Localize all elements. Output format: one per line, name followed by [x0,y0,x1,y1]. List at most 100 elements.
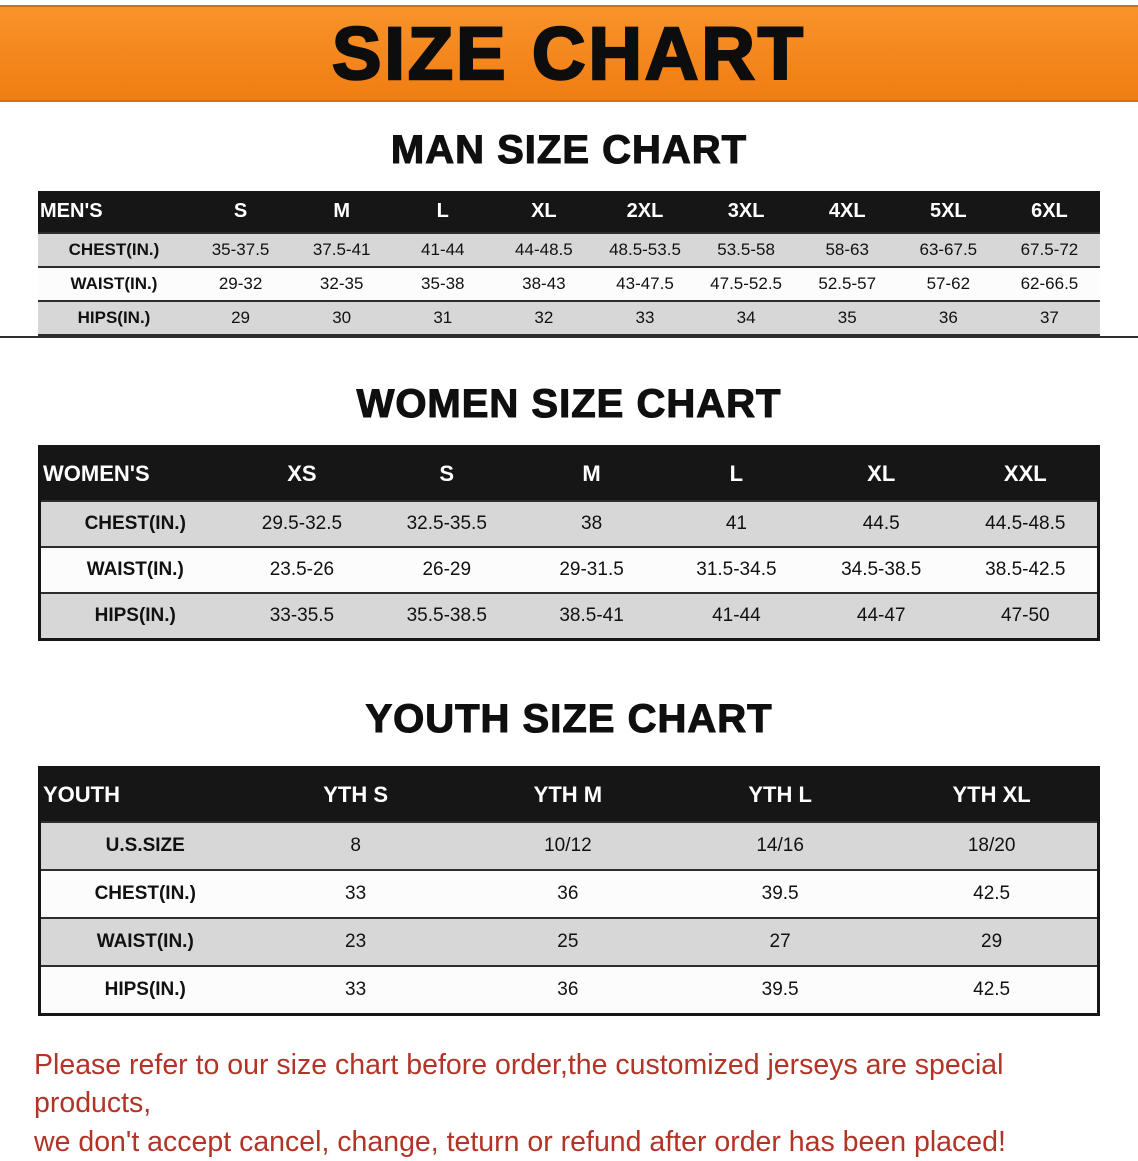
measurement-value: 53.5-58 [717,240,775,259]
measurement-value: 33 [345,883,367,904]
measurement-label: HIPS(IN.) [94,605,176,626]
measurement-value: 44-48.5 [515,240,573,259]
measurement-row: HIPS(IN.) 33 36 39.5 42.5 [39,966,1099,1015]
size-column-header: YTH S [249,767,462,822]
measurement-value: 39.5 [761,883,799,904]
measurement-label: CHEST(IN.) [68,240,160,259]
size-column-header: M [291,191,393,233]
measurement-label: HIPS(IN.) [77,308,151,327]
measurement-row: CHEST(IN.) 35-37.5 37.5-41 41-44 44-48.5 48.5… [38,233,1100,267]
measurement-row: HIPS(IN.) 33-35.5 35.5-38.5 38.5-41 41-44 44-… [39,593,1099,640]
measurement-value: 29.5-32.5 [261,513,343,534]
measurement-value: 33-35.5 [269,605,335,626]
measurement-value: 37.5-41 [312,240,371,259]
measurement-value: 10/12 [544,835,592,856]
measurement-value: 36 [938,308,958,327]
measurement-label: CHEST(IN.) [84,513,186,534]
measurement-value: 36 [557,883,579,904]
size-column-header: XL [808,446,954,501]
measurement-value: 41-44 [421,240,465,259]
measurement-value: 41-44 [712,605,761,626]
men-size-section: MAN SIZE CHART MEN'S S M L XL 2XL 3XL 4XL 5XL 6XL… [0,127,1138,338]
measurement-value: 37 [1039,308,1059,327]
measurement-value: 36 [557,979,579,1000]
measurement-value: 35 [837,308,857,327]
measurement-label: CHEST(IN.) [94,883,196,904]
notice-line-1: Please refer to our size chart before or… [34,1049,1004,1120]
size-column-header: 3XL [695,191,797,233]
women-size-section: WOMEN SIZE CHART WOMEN'S XS S M L XL XXL CHEST(… [0,381,1138,641]
measurement-value: 29 [231,308,251,327]
size-column-header: L [663,446,809,501]
measurement-row: CHEST(IN.) 33 36 39.5 42.5 [39,870,1099,918]
notice-line-2: we don't accept cancel, change, teturn o… [34,1125,1006,1158]
measurement-value: 42.5 [973,883,1011,904]
measurement-value: 32-35 [319,274,364,293]
measurement-value: 35.5-38.5 [406,605,487,626]
measurement-value: 8 [350,835,361,856]
measurement-row: CHEST(IN.) 29.5-32.5 32.5-35.5 38 41 44.5 44.5… [39,501,1099,547]
measurement-value: 38-43 [522,274,566,293]
top-banner: SIZE CHART [0,5,1138,102]
measurement-label: WAIST(IN.) [70,274,158,293]
measurement-value: 42.5 [973,979,1011,1000]
measurement-row: HIPS(IN.) 29 30 31 32 33 34 35 36 37 [38,301,1100,335]
measurement-value: 67.5-72 [1020,240,1079,259]
measurement-value: 44.5-48.5 [985,513,1066,534]
measurement-value: 25 [557,931,579,952]
measurement-value: 47.5-52.5 [710,274,783,293]
measurement-value: 35-37.5 [211,240,270,259]
measurement-value: 23.5-26 [269,559,335,580]
men-size-table: MEN'S S M L XL 2XL 3XL 4XL 5XL 6XL CHEST(IN.) 35-37… [38,191,1100,336]
size-column-header: XS [229,446,375,501]
size-column-header: 2XL [594,191,696,233]
size-column-header: YTH XL [886,767,1099,822]
measurement-value: 14/16 [756,835,804,856]
measurement-value: 44-47 [856,605,906,626]
table-corner-label: YOUTH [39,767,250,822]
size-column-header: M [519,446,664,501]
size-column-header: XL [493,191,595,233]
measurement-value: 35-38 [421,274,465,293]
measurement-value: 47-50 [1001,605,1050,626]
measurement-value: 29-32 [218,274,263,293]
measurement-label: HIPS(IN.) [104,979,186,1000]
measurement-value: 29 [981,931,1003,952]
measurement-value: 27 [769,931,791,952]
measurement-value: 48.5-53.5 [609,240,681,259]
women-size-table: WOMEN'S XS S M L XL XXL CHEST(IN.) 29.5-32.5 32.5… [38,445,1100,641]
measurement-row: WAIST(IN.) 23 25 27 29 [39,918,1099,966]
measurement-row: WAIST(IN.) 29-32 32-35 35-38 38-43 43-47.5 47.… [38,267,1100,301]
page-title: SIZE CHART [331,11,806,95]
measurement-value: 43-47.5 [616,274,674,293]
table-corner-label: WOMEN'S [39,446,230,501]
measurement-label: WAIST(IN.) [96,931,194,952]
measurement-value: 31.5-34.5 [696,559,777,580]
measurement-value: 32.5-35.5 [406,513,487,534]
size-column-header: 5XL [897,191,999,233]
measurement-value: 33 [345,979,367,1000]
size-column-header: 4XL [796,191,898,233]
measurement-value: 52.5-57 [818,274,877,293]
measurement-row: WAIST(IN.) 23.5-26 26-29 29-31.5 31.5-34.5 34… [39,547,1099,593]
measurement-value: 38.5-41 [559,605,624,626]
measurement-value: 57-62 [926,274,971,293]
size-table-header-row: MEN'S S M L XL 2XL 3XL 4XL 5XL 6XL [38,191,1100,233]
measurement-value: 38.5-42.5 [985,559,1066,580]
measurement-value: 34.5-38.5 [841,559,922,580]
men-section-heading: MAN SIZE CHART [390,127,748,172]
measurement-value: 32 [534,308,554,327]
measurement-value: 63-67.5 [919,240,978,259]
measurement-value: 30 [332,308,352,327]
measurement-value: 26-29 [422,559,472,580]
size-column-header: YTH M [461,767,674,822]
youth-section-heading: YOUTH SIZE CHART [365,696,773,741]
size-column-header: 6XL [998,191,1100,233]
measurement-label: U.S.SIZE [105,835,185,856]
measurement-value: 38 [581,513,603,534]
measurement-value: 18/20 [967,835,1016,856]
measurement-label: WAIST(IN.) [86,559,184,580]
measurement-value: 41 [725,513,747,534]
size-column-header: YTH L [674,767,887,822]
